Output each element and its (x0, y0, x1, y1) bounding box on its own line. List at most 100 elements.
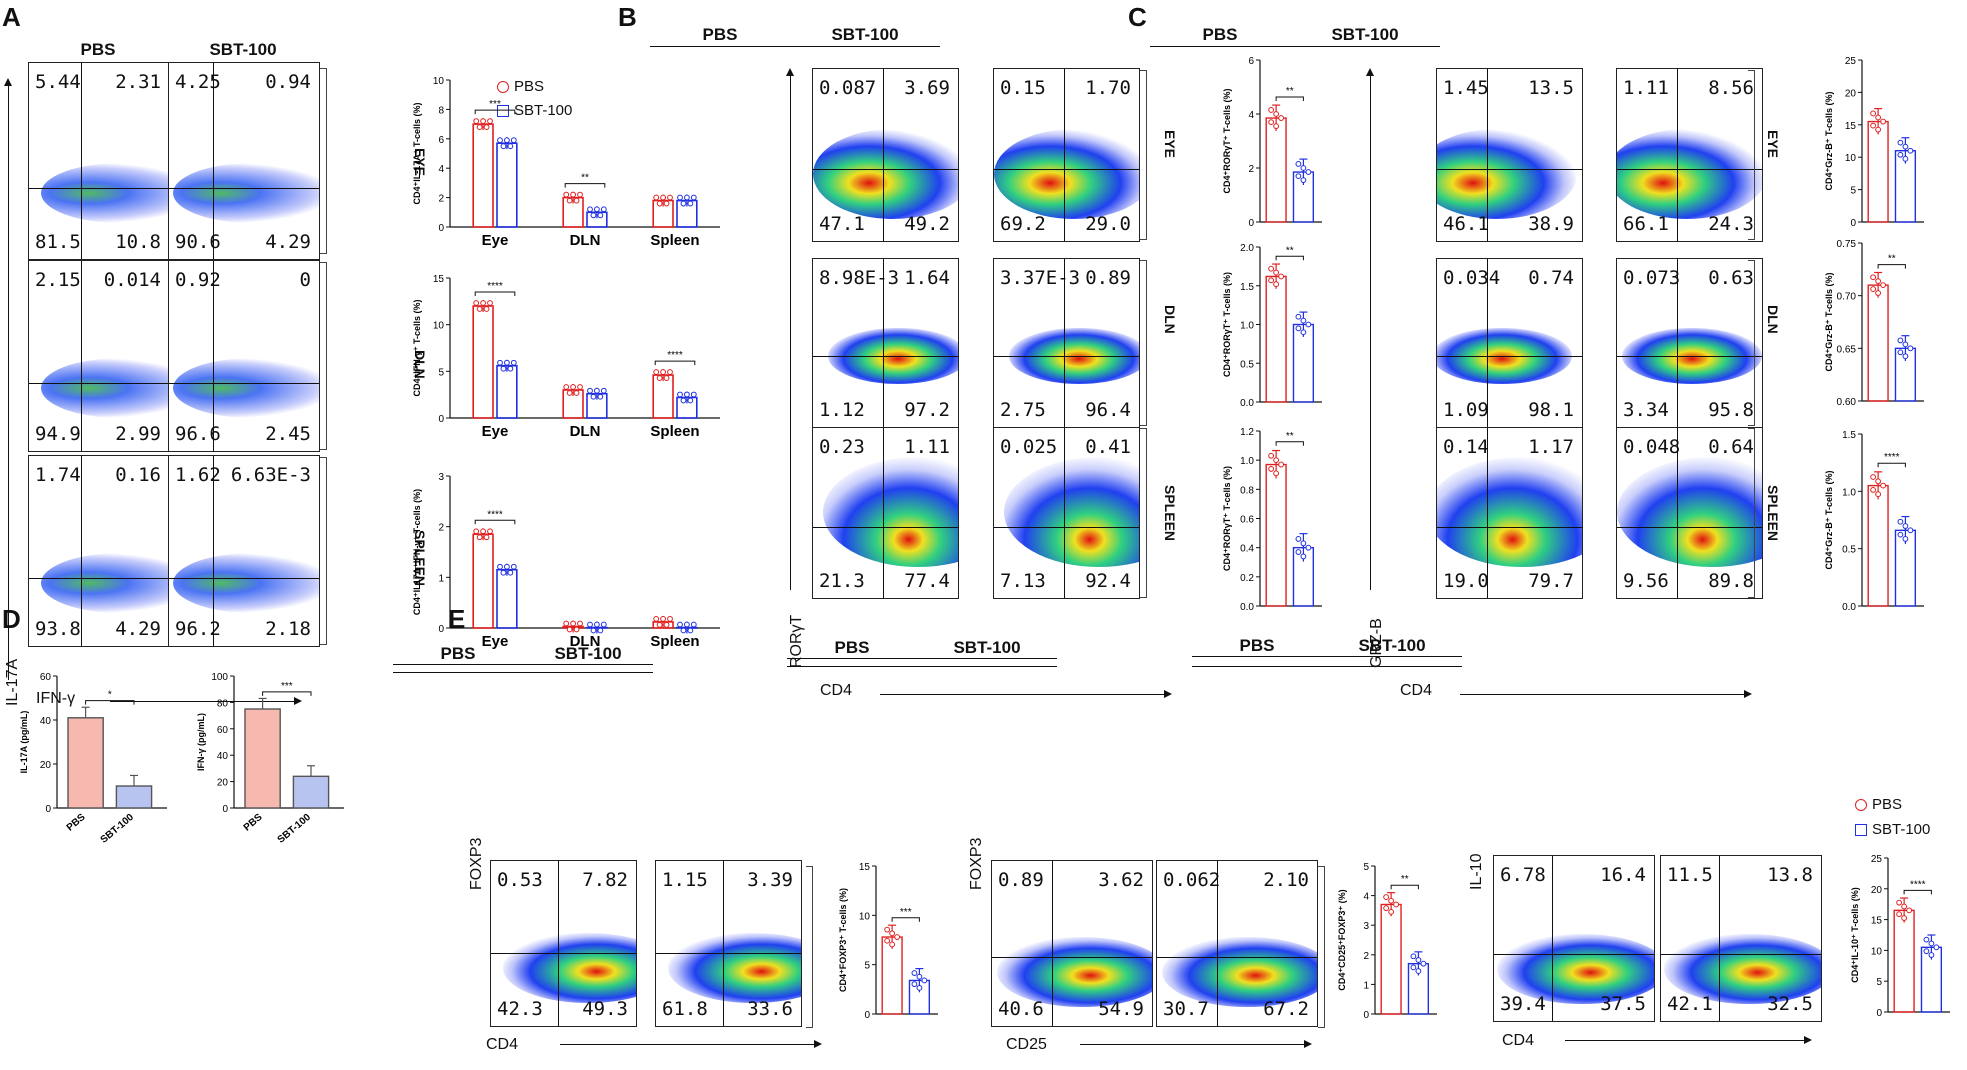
data-point (1268, 466, 1275, 472)
quadrant-gate-horizontal (813, 169, 958, 170)
data-point (916, 984, 923, 991)
significance-label: ** (1286, 245, 1294, 256)
quadrant-value-ll: 96.2 (175, 618, 221, 640)
data-point (1300, 317, 1307, 324)
significance-bracket (564, 183, 606, 188)
data-point (563, 620, 570, 627)
quadrant-value-ul: 0.23 (819, 436, 865, 458)
y-tick-label: 1 (438, 573, 444, 584)
quadrant-value-ur: 0.94 (265, 71, 311, 93)
bar-pbs (1867, 484, 1889, 607)
density-blob (1162, 937, 1317, 1007)
quadrant-gate-horizontal (1617, 169, 1762, 170)
quadrant-gate-horizontal (1617, 527, 1762, 528)
bar-pbs (1265, 463, 1287, 607)
y-tick-label: 15 (1845, 121, 1857, 132)
data-point (590, 212, 597, 219)
data-point (1902, 143, 1909, 150)
data-point (656, 375, 663, 381)
significance-bracket (1275, 96, 1304, 101)
x-tick-label: DLN (570, 423, 601, 440)
header-sbt-e2: SBT-100 (953, 638, 1021, 657)
quadrant-value-ll: 2.75 (1000, 399, 1046, 421)
y-tick-label: 10 (1845, 153, 1857, 164)
data-point (570, 384, 576, 390)
quadrant-value-ll: 66.1 (1623, 213, 1669, 235)
y-tick-label: 6 (1248, 56, 1254, 67)
data-point (677, 391, 683, 398)
quadrant-gate-horizontal (1617, 356, 1762, 357)
data-point (1870, 110, 1877, 117)
y-tick-label: 3 (438, 472, 444, 483)
data-point (1300, 553, 1307, 560)
data-point (476, 306, 483, 312)
density-blob (41, 358, 169, 418)
data-point (1295, 549, 1302, 555)
quadrant-value-ul: 0.034 (1443, 267, 1501, 289)
y-tick-label: 1.5 (1842, 430, 1856, 441)
data-point (1268, 452, 1275, 459)
data-point (1295, 536, 1302, 542)
quadrant-value-lr: 98.1 (1528, 399, 1574, 421)
flow-plot-e-0-1: 1.15 3.39 61.8 33.6 (655, 860, 802, 1027)
quadrant-value-ul: 1.74 (35, 464, 81, 486)
significance-bracket (1275, 441, 1304, 446)
density-blob (173, 553, 319, 613)
quadrant-value-ur: 6.63E-3 (230, 464, 311, 486)
y-tick-label: 8 (438, 105, 444, 116)
data-point (680, 200, 687, 207)
legend-square-icon (1855, 823, 1867, 836)
quadrant-value-ul: 1.15 (662, 869, 708, 891)
y-tick-label: 0 (1248, 218, 1254, 229)
data-point (1268, 265, 1275, 272)
quadrant-value-ur: 1.70 (1085, 77, 1131, 99)
quadrant-gate-horizontal (29, 578, 169, 579)
data-point (600, 206, 607, 213)
bar-pbs (244, 708, 281, 809)
quadrant-value-ul: 8.98E-3 (819, 267, 900, 289)
quadrant-value-ur: 1.11 (904, 436, 950, 458)
y-tick-label: 5 (1363, 862, 1369, 873)
data-point (497, 563, 503, 570)
quadrant-gate-horizontal (994, 356, 1139, 357)
data-point (1896, 899, 1903, 906)
quadrant-value-ur: 0.74 (1528, 267, 1574, 289)
data-point (473, 118, 480, 124)
quadrant-gate-horizontal (1494, 954, 1654, 955)
flow-plot-e-2-0: 6.78 16.4 39.4 37.5 (1493, 855, 1655, 1022)
data-point (563, 191, 570, 198)
data-point (1278, 461, 1285, 468)
row-bracket (320, 457, 327, 645)
y-tick-label: 2 (438, 523, 444, 534)
quadrant-value-ll: 39.4 (1500, 993, 1546, 1015)
data-point (1897, 151, 1904, 158)
y-tick-label: 20 (1871, 885, 1883, 896)
quadrant-gate-horizontal (169, 383, 319, 384)
quadrant-value-ur: 2.31 (115, 71, 161, 93)
flow-plot-c-0-1: 1.11 8.56 66.1 24.3 (1616, 68, 1763, 242)
y-tick-label: 1.5 (1240, 282, 1254, 293)
significance-label: *** (281, 681, 293, 692)
header-sbt-e3: SBT-100 (1358, 636, 1426, 655)
y-tick-label: 5 (438, 367, 444, 378)
data-point (667, 616, 673, 622)
significance-label: **** (487, 281, 503, 292)
significance-label: * (108, 690, 112, 701)
row-label-dln-a: DLN (412, 350, 428, 379)
quadrant-value-lr: 49.2 (904, 213, 950, 235)
density-blob (503, 933, 636, 1003)
quadrant-value-ul: 0.14 (1443, 436, 1489, 458)
quadrant-value-ur: 0.014 (103, 269, 161, 291)
y-tick-label: 3 (1363, 921, 1369, 932)
data-point (594, 387, 600, 394)
header-line-e3 (1192, 656, 1462, 657)
quadrant-gate-vertical (723, 861, 724, 1026)
significance-bracket (1877, 462, 1906, 468)
quadrant-gate-vertical (883, 259, 884, 427)
data-point (1901, 903, 1908, 910)
data-point (667, 369, 673, 375)
header-line-e3b (1192, 666, 1462, 667)
y-tick-label: 0.65 (1837, 344, 1857, 355)
data-point (663, 375, 670, 381)
header-line-c (1150, 46, 1440, 47)
